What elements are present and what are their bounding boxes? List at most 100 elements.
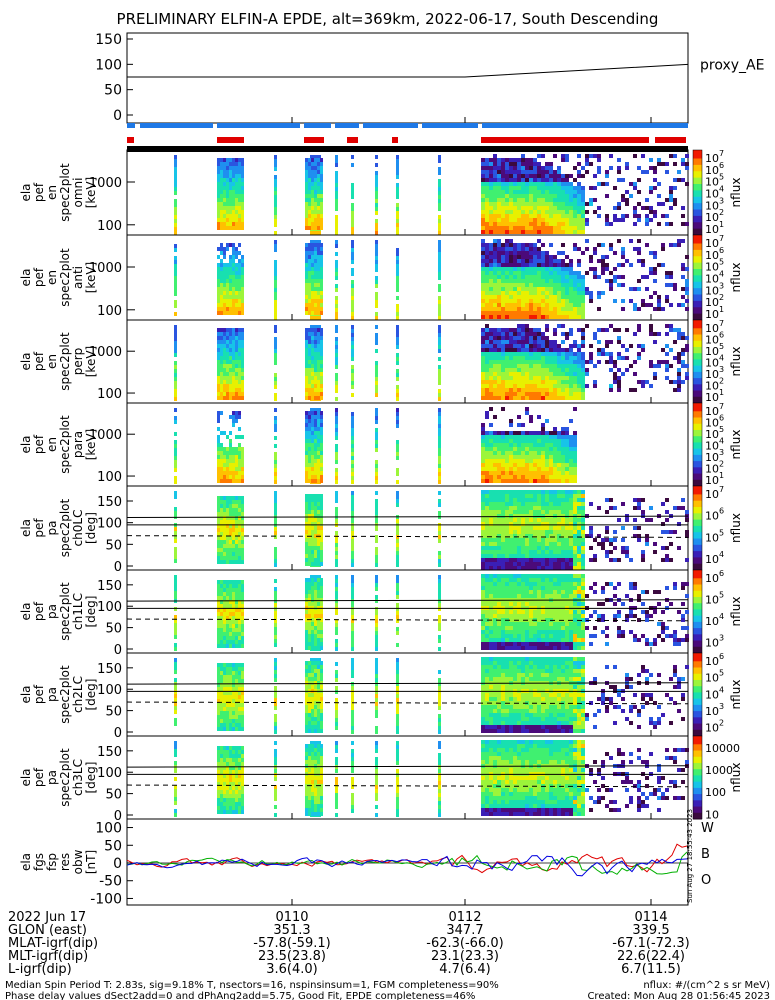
spec-cell <box>553 451 557 455</box>
spec-cell <box>513 275 517 279</box>
spec-cell <box>605 550 609 554</box>
spec-cell <box>396 353 399 357</box>
spec-cell <box>308 255 311 259</box>
spec-cell <box>501 475 505 479</box>
spec-cell <box>229 259 232 263</box>
spec-cell <box>521 267 525 271</box>
spec-cell <box>317 494 320 498</box>
spec-cell <box>513 522 517 526</box>
spec-cell <box>241 504 244 508</box>
spec-cell <box>308 158 311 162</box>
spec-cell <box>501 283 505 287</box>
spec-cell <box>232 299 235 303</box>
spec-cell <box>529 287 533 291</box>
spec-cell <box>241 516 244 520</box>
spec-cell <box>501 380 505 384</box>
spec-cell <box>565 226 569 230</box>
spec-cell <box>485 566 489 570</box>
spec-cell <box>493 166 497 170</box>
spec-cell <box>314 546 317 550</box>
spec-cell <box>305 423 308 427</box>
spec-cell <box>311 243 314 247</box>
spec-cell <box>314 506 317 510</box>
spec-cell <box>677 243 681 247</box>
spec-cell <box>545 210 549 214</box>
colorbar-cell <box>693 419 702 423</box>
spec-cell <box>217 388 220 392</box>
spec-cell <box>553 299 557 303</box>
spec-cell <box>573 291 577 295</box>
spec-cell <box>375 349 378 353</box>
spec-cell <box>541 427 545 431</box>
spec-cell <box>533 178 537 182</box>
spec-cell <box>485 174 489 178</box>
spec-cell <box>537 455 541 459</box>
spec-cell <box>549 490 553 494</box>
spec-cell <box>320 311 323 315</box>
spec-cell <box>311 206 314 210</box>
spec-cell <box>396 361 399 365</box>
spec-cell <box>657 222 661 226</box>
spec-cell <box>229 496 232 500</box>
spec-cell <box>517 291 521 295</box>
spec-cell <box>537 259 541 263</box>
spec-cell <box>529 479 533 483</box>
spec-cell <box>501 230 505 234</box>
spec-cell <box>274 385 277 389</box>
spec-cell <box>569 435 573 439</box>
spec-cell <box>553 279 557 283</box>
spec-cell <box>533 455 537 459</box>
y-tick-label: 100 <box>95 57 122 73</box>
spec-cell <box>681 498 685 502</box>
spec-cell <box>308 206 311 210</box>
spec-cell <box>497 315 501 319</box>
spec-cell <box>220 524 223 528</box>
spec-cell <box>577 275 581 279</box>
spec-cell <box>529 550 533 554</box>
spec-cell <box>517 510 521 514</box>
spec-cell <box>238 340 241 344</box>
spec-cell <box>493 415 497 419</box>
spec-cell <box>585 291 589 295</box>
spec-cell <box>375 547 378 551</box>
spec-cell <box>669 275 673 279</box>
spec-cell <box>509 514 513 518</box>
spec-cell <box>553 459 557 463</box>
spec-cell <box>485 311 489 315</box>
spec-cell <box>481 352 485 356</box>
spec-cell <box>226 311 229 315</box>
spec-cell <box>561 218 565 222</box>
spec-cell <box>541 467 545 471</box>
spec-cell <box>517 396 521 400</box>
spec-cell <box>533 299 537 303</box>
spec-cell <box>557 222 561 226</box>
spec-cell <box>569 194 573 198</box>
spec-cell <box>621 275 625 279</box>
spec-cell <box>505 206 509 210</box>
spec-cell <box>549 352 553 356</box>
spec-cell <box>569 447 573 451</box>
spec-cell <box>553 182 557 186</box>
spec-cell <box>561 566 565 570</box>
spec-cell <box>226 512 229 516</box>
spec-cell <box>533 251 537 255</box>
spec-cell <box>569 299 573 303</box>
spec-cell <box>232 344 235 348</box>
spec-cell <box>521 332 525 336</box>
spec-cell <box>481 396 485 400</box>
spec-cell <box>501 295 505 299</box>
spec-cell <box>569 419 573 423</box>
spec-cell <box>605 263 609 267</box>
spec-cell <box>669 530 673 534</box>
spec-cell <box>351 527 354 531</box>
spec-cell <box>553 562 557 566</box>
spec-cell <box>517 451 521 455</box>
spec-cell <box>609 368 613 372</box>
spec-cell <box>314 558 317 562</box>
spec-cell <box>537 206 541 210</box>
spec-cell <box>529 344 533 348</box>
spec-cell <box>489 299 493 303</box>
spec-cell <box>485 467 489 471</box>
spec-cell <box>481 247 485 251</box>
spec-cell <box>438 412 441 416</box>
